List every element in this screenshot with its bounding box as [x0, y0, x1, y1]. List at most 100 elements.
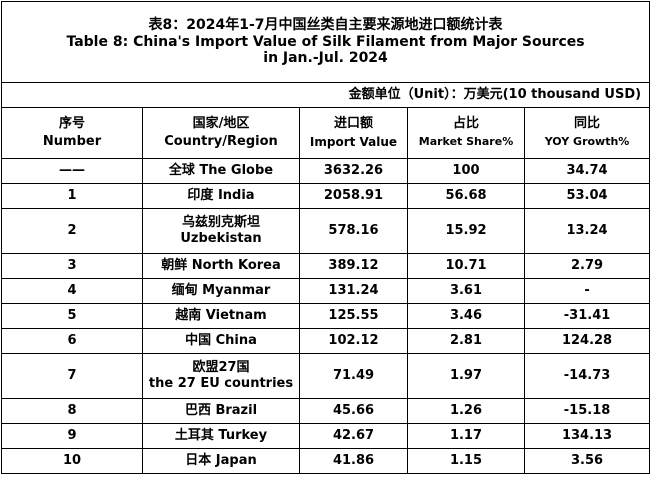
cell-value: 2058.91 — [299, 183, 408, 209]
header-growth: 同比 YOY Growth% — [523, 107, 651, 159]
header-share-en: Market Share% — [418, 135, 514, 148]
cell-country: 朝鲜 North Korea — [142, 253, 300, 279]
cell-share: 10.71 — [407, 253, 525, 279]
country-line: 欧盟27国 — [192, 360, 250, 376]
cell-share: 15.92 — [407, 208, 525, 254]
country-line: 土耳其 Turkey — [174, 428, 268, 444]
header-country-zh: 国家/地区 — [192, 116, 250, 131]
cell-growth: 124.28 — [523, 328, 651, 354]
import-value-table: 表8：2024年1-7月中国丝类自主要来源地进口额统计表 Table 8: Ch… — [0, 1, 651, 474]
cell-share: 3.46 — [407, 303, 525, 329]
header-share-zh: 占比 — [452, 116, 479, 131]
cell-value: 45.66 — [299, 398, 408, 424]
cell-value: 102.12 — [299, 328, 408, 354]
cell-share: 3.61 — [407, 278, 525, 304]
cell-value: 389.12 — [299, 253, 408, 279]
header-number-en: Number — [42, 134, 102, 149]
cell-number: —— — [1, 158, 143, 184]
cell-value: 71.49 — [299, 353, 408, 399]
unit-label: 金额单位（Unit）：万美元(10 thousand USD) — [0, 82, 651, 108]
table-title: 表8：2024年1-7月中国丝类自主要来源地进口额统计表 Table 8: Ch… — [0, 1, 651, 83]
cell-value: 131.24 — [299, 278, 408, 304]
title-en-line1: Table 8: China's Import Value of Silk Fi… — [66, 33, 585, 50]
cell-value: 41.86 — [299, 448, 408, 474]
country-line: 乌兹别克斯坦 — [181, 215, 260, 231]
country-line: 越南 Vietnam — [175, 308, 267, 324]
cell-number: 5 — [1, 303, 143, 329]
title-zh: 表8：2024年1-7月中国丝类自主要来源地进口额统计表 — [148, 16, 503, 33]
cell-country: 土耳其 Turkey — [142, 423, 300, 449]
cell-country: 全球 The Globe — [142, 158, 300, 184]
country-line: 缅甸 Myanmar — [171, 283, 271, 299]
table-row: 9 土耳其 Turkey 42.67 1.17 134.13 — [1, 423, 651, 449]
country-line: 日本 Japan — [185, 453, 257, 469]
header-row: 序号 Number 国家/地区 Country/Region 进口额 Impor… — [1, 107, 651, 159]
unit-row: 金额单位（Unit）：万美元(10 thousand USD) — [0, 82, 651, 108]
country-line: 全球 The Globe — [168, 163, 274, 179]
cell-value: 42.67 — [299, 423, 408, 449]
table-row: 3 朝鲜 North Korea 389.12 10.71 2.79 — [1, 253, 651, 279]
cell-country: 越南 Vietnam — [142, 303, 300, 329]
cell-growth: -31.41 — [523, 303, 651, 329]
country-line: 巴西 Brazil — [184, 403, 258, 419]
cell-growth: 34.74 — [523, 158, 651, 184]
cell-number: 4 — [1, 278, 143, 304]
cell-growth: 13.24 — [523, 208, 651, 254]
cell-number: 6 — [1, 328, 143, 354]
cell-country: 乌兹别克斯坦 Uzbekistan — [142, 208, 300, 254]
cell-country: 巴西 Brazil — [142, 398, 300, 424]
header-country-en: Country/Region — [164, 134, 278, 149]
cell-share: 100 — [407, 158, 525, 184]
cell-share: 1.97 — [407, 353, 525, 399]
country-line: 印度 India — [187, 188, 255, 204]
cell-share: 1.17 — [407, 423, 525, 449]
header-growth-en: YOY Growth% — [544, 135, 630, 148]
cell-growth: 2.79 — [523, 253, 651, 279]
cell-growth: 53.04 — [523, 183, 651, 209]
header-value-en: Import Value — [309, 135, 398, 149]
table-row: 2 乌兹别克斯坦 Uzbekistan 578.16 15.92 13.24 — [1, 208, 651, 254]
cell-value: 578.16 — [299, 208, 408, 254]
table-row: 1 印度 India 2058.91 56.68 53.04 — [1, 183, 651, 209]
table-row: 8 巴西 Brazil 45.66 1.26 -15.18 — [1, 398, 651, 424]
cell-share: 2.81 — [407, 328, 525, 354]
header-share: 占比 Market Share% — [407, 107, 525, 159]
table-row: —— 全球 The Globe 3632.26 100 34.74 — [1, 158, 651, 184]
header-value: 进口额 Import Value — [299, 107, 408, 159]
cell-value: 3632.26 — [299, 158, 408, 184]
header-value-zh: 进口额 — [333, 116, 373, 131]
title-en-line2: in Jan.-Jul. 2024 — [263, 50, 388, 67]
header-growth-zh: 同比 — [574, 116, 601, 131]
cell-growth: - — [523, 278, 651, 304]
table-row: 7 欧盟27国 the 27 EU countries 71.49 1.97 -… — [1, 353, 651, 399]
cell-share: 1.26 — [407, 398, 525, 424]
country-line: Uzbekistan — [180, 231, 262, 246]
cell-growth: 134.13 — [523, 423, 651, 449]
table-body: 表8：2024年1-7月中国丝类自主要来源地进口额统计表 Table 8: Ch… — [0, 1, 651, 474]
table-row: 6 中国 China 102.12 2.81 124.28 — [1, 328, 651, 354]
cell-country: 中国 China — [142, 328, 300, 354]
cell-country: 印度 India — [142, 183, 300, 209]
header-number-zh: 序号 — [58, 116, 85, 131]
cell-share: 1.15 — [407, 448, 525, 474]
table-row: 5 越南 Vietnam 125.55 3.46 -31.41 — [1, 303, 651, 329]
cell-share: 56.68 — [407, 183, 525, 209]
cell-number: 8 — [1, 398, 143, 424]
cell-number: 3 — [1, 253, 143, 279]
country-line: 朝鲜 North Korea — [161, 258, 281, 274]
cell-number: 1 — [1, 183, 143, 209]
header-number: 序号 Number — [1, 107, 143, 159]
cell-country: 日本 Japan — [142, 448, 300, 474]
cell-growth: 3.56 — [523, 448, 651, 474]
cell-value: 125.55 — [299, 303, 408, 329]
cell-growth: -14.73 — [523, 353, 651, 399]
cell-growth: -15.18 — [523, 398, 651, 424]
cell-number: 10 — [1, 448, 143, 474]
title-row: 表8：2024年1-7月中国丝类自主要来源地进口额统计表 Table 8: Ch… — [0, 1, 651, 83]
table-row: 4 缅甸 Myanmar 131.24 3.61 - — [1, 278, 651, 304]
cell-number: 9 — [1, 423, 143, 449]
country-line: 中国 China — [185, 333, 257, 349]
cell-country: 欧盟27国 the 27 EU countries — [142, 353, 300, 399]
table-row: 10 日本 Japan 41.86 1.15 3.56 — [1, 448, 651, 474]
